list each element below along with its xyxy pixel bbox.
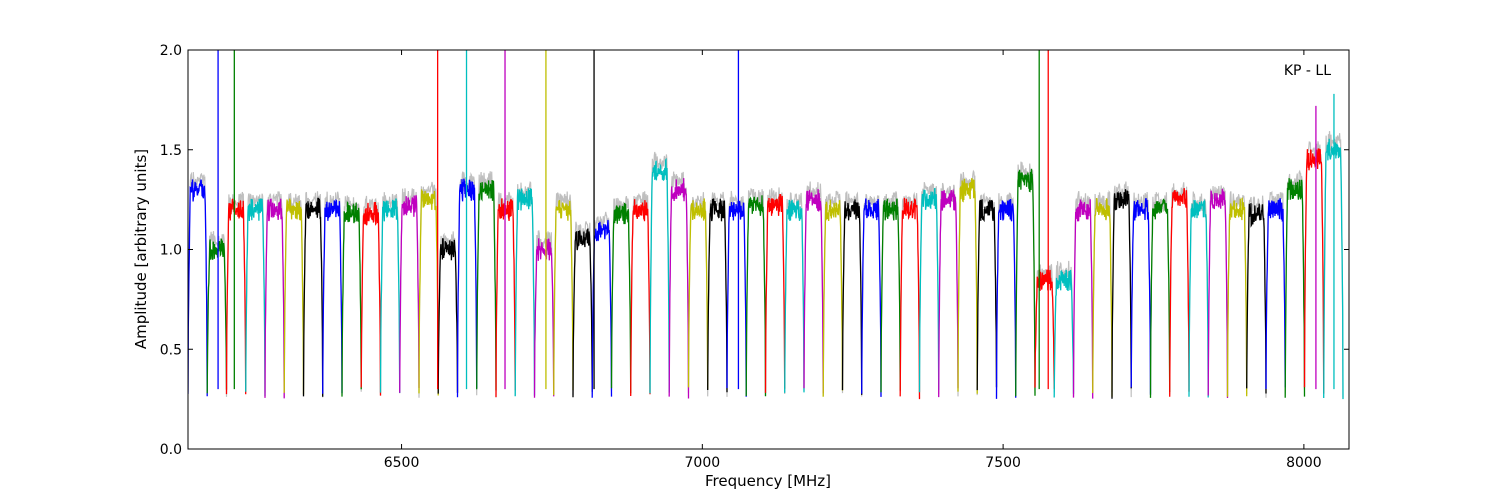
y-tick-label: 2.0	[160, 43, 182, 59]
channel-trace	[861, 198, 882, 397]
channel-trace	[1226, 197, 1248, 397]
x-tick-label: 6500	[384, 455, 420, 471]
channel-trace	[1072, 199, 1094, 399]
channel-trace	[841, 199, 863, 395]
channel-trace	[553, 199, 574, 396]
channel-trace	[379, 198, 401, 394]
x-tick-label: 8000	[1286, 455, 1322, 471]
channel-trace	[649, 157, 670, 394]
channel-trace	[1303, 148, 1325, 394]
channel-trace	[225, 198, 247, 395]
channel-trace	[995, 198, 1017, 399]
channel-trace	[1207, 188, 1229, 399]
channel-trace	[283, 198, 305, 395]
channel-trace	[822, 199, 844, 397]
channel-trace	[437, 238, 459, 394]
baseline-label: KP - LL	[1284, 63, 1331, 79]
channel-trace	[1015, 168, 1036, 397]
channel-trace	[1284, 178, 1306, 398]
channel-trace	[764, 193, 786, 393]
channel-trace	[399, 195, 420, 393]
spectrum-traces	[188, 50, 1344, 400]
channel-trace	[572, 228, 593, 398]
channel-trace	[591, 219, 613, 398]
y-tick-label: 1.5	[160, 143, 182, 159]
channel-trace	[687, 198, 709, 390]
channel-trace	[899, 197, 921, 400]
x-tick-label: 7000	[685, 455, 721, 471]
channel-trace	[1169, 187, 1190, 397]
channel-trace	[745, 195, 767, 397]
channel-trace	[533, 238, 555, 398]
channel-trace	[726, 200, 747, 397]
x-tick-label: 7500	[985, 455, 1021, 471]
channel-trace	[976, 199, 998, 391]
x-axis-label: Frequency [MHz]	[705, 472, 831, 490]
plot-frame	[187, 49, 1350, 450]
channel-trace	[514, 188, 536, 397]
channel-trace	[938, 188, 959, 398]
channel-trace	[418, 189, 439, 396]
channel-trace	[630, 199, 651, 397]
channel-trace	[360, 201, 382, 396]
channel-trace	[322, 198, 343, 394]
channel-trace	[957, 178, 978, 394]
channel-trace	[264, 198, 285, 399]
y-tick-label: 0.5	[160, 342, 182, 358]
y-axis-label: Amplitude [arbitrary units]	[132, 149, 150, 349]
channel-trace	[880, 198, 901, 393]
channel-trace	[784, 199, 805, 393]
channel-trace	[188, 179, 208, 397]
channel-trace	[206, 238, 228, 394]
channel-trace	[1034, 269, 1055, 389]
axis-ticks: 6500 7000 7500 8000 0.0 0.5 1.0 1.5 2.0	[160, 43, 1349, 471]
channel-trace	[803, 189, 824, 394]
channel-trace	[1149, 198, 1171, 398]
channel-trace	[302, 197, 324, 397]
channel-trace	[668, 178, 690, 399]
channel-trace	[610, 202, 632, 394]
channel-trace	[476, 179, 497, 391]
channel-trace	[1246, 203, 1267, 394]
channel-trace	[245, 198, 266, 397]
channel-trace	[1265, 198, 1286, 390]
channel-trace	[1130, 197, 1152, 395]
channel-trace	[1111, 189, 1132, 399]
channel-trace	[1092, 197, 1113, 397]
y-tick-label: 1.0	[160, 243, 182, 259]
channel-trace	[918, 187, 940, 393]
channel-trace	[1188, 199, 1209, 398]
channel-trace	[1053, 269, 1075, 398]
y-tick-label: 0.0	[160, 442, 182, 458]
channel-trace	[341, 200, 362, 397]
channel-trace	[707, 198, 728, 393]
